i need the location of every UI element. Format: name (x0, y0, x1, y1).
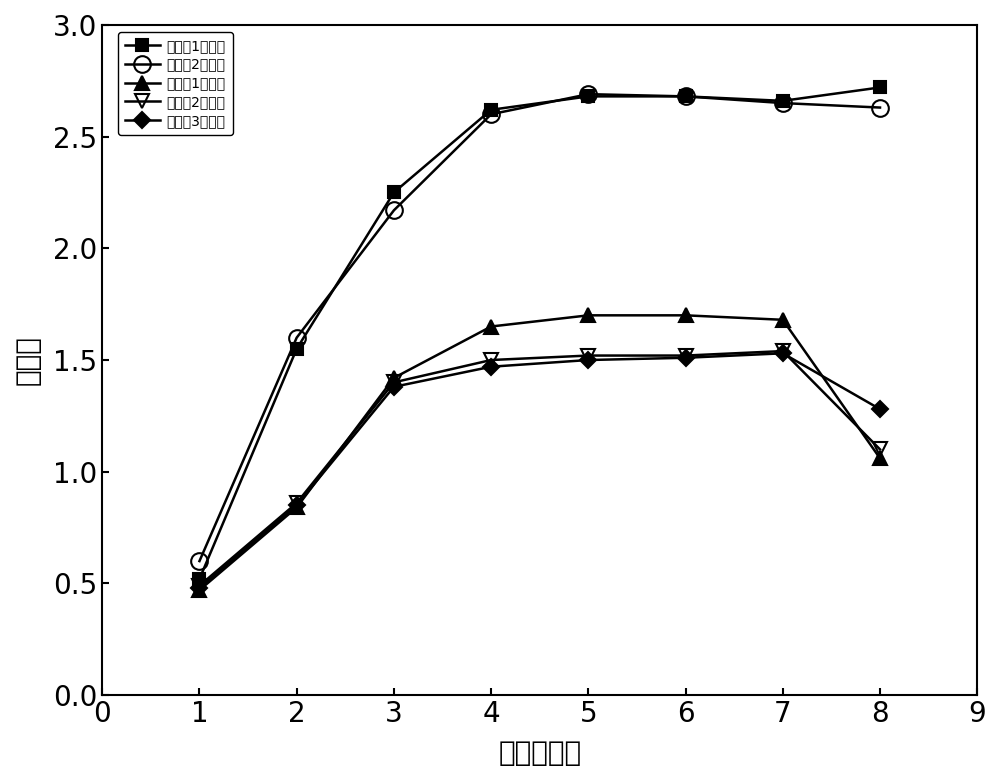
对比例2培养基 (193, 581, 205, 590)
对比例1培养基 (193, 586, 205, 595)
实施例1培养基 (291, 344, 303, 354)
对比例1培养基 (485, 322, 497, 331)
对比例2培养基 (777, 347, 789, 356)
实施例1培养基 (193, 574, 205, 583)
对比例1培养基 (777, 315, 789, 324)
实施例1培养基 (777, 96, 789, 105)
对比例2培养基 (680, 351, 692, 360)
实施例2培养基 (388, 205, 400, 215)
实施例2培养基 (777, 98, 789, 108)
对比例1培养基 (582, 311, 594, 320)
实施例1培养基 (680, 91, 692, 101)
对比例1培养基 (874, 454, 886, 463)
实施例2培养基 (582, 90, 594, 99)
对比例3培养基 (485, 362, 497, 372)
对比例2培养基 (582, 351, 594, 360)
对比例2培养基 (291, 498, 303, 508)
对比例1培养基 (680, 311, 692, 320)
对比例3培养基 (291, 501, 303, 510)
X-axis label: 时间（天）: 时间（天） (498, 739, 581, 767)
对比例3培养基 (193, 583, 205, 593)
对比例2培养基 (485, 355, 497, 365)
对比例3培养基 (874, 405, 886, 414)
Line: 实施例1培养基: 实施例1培养基 (193, 81, 886, 585)
对比例3培养基 (777, 348, 789, 358)
实施例2培养基 (291, 333, 303, 342)
Line: 实施例2培养基: 实施例2培养基 (191, 86, 888, 569)
实施例1培养基 (582, 91, 594, 101)
对比例2培养基 (874, 444, 886, 454)
实施例2培养基 (485, 109, 497, 119)
Y-axis label: 吸光值: 吸光值 (14, 335, 42, 385)
对比例2培养基 (388, 378, 400, 387)
实施例1培养基 (874, 83, 886, 92)
Line: 对比例3培养基: 对比例3培养基 (194, 348, 886, 594)
实施例1培养基 (485, 105, 497, 115)
实施例1培养基 (388, 187, 400, 197)
实施例2培养基 (874, 103, 886, 112)
对比例1培养基 (388, 373, 400, 383)
Line: 对比例2培养基: 对比例2培养基 (193, 344, 887, 593)
实施例2培养基 (193, 556, 205, 565)
对比例3培养基 (582, 355, 594, 365)
Line: 对比例1培养基: 对比例1培养基 (193, 308, 887, 597)
Legend: 实施例1培养基, 实施例2培养基, 对比例1培养基, 对比例2培养基, 对比例3培养基: 实施例1培养基, 实施例2培养基, 对比例1培养基, 对比例2培养基, 对比例3… (118, 32, 233, 135)
对比例3培养基 (680, 353, 692, 362)
对比例1培养基 (291, 503, 303, 512)
实施例2培养基 (680, 91, 692, 101)
对比例3培养基 (388, 382, 400, 391)
